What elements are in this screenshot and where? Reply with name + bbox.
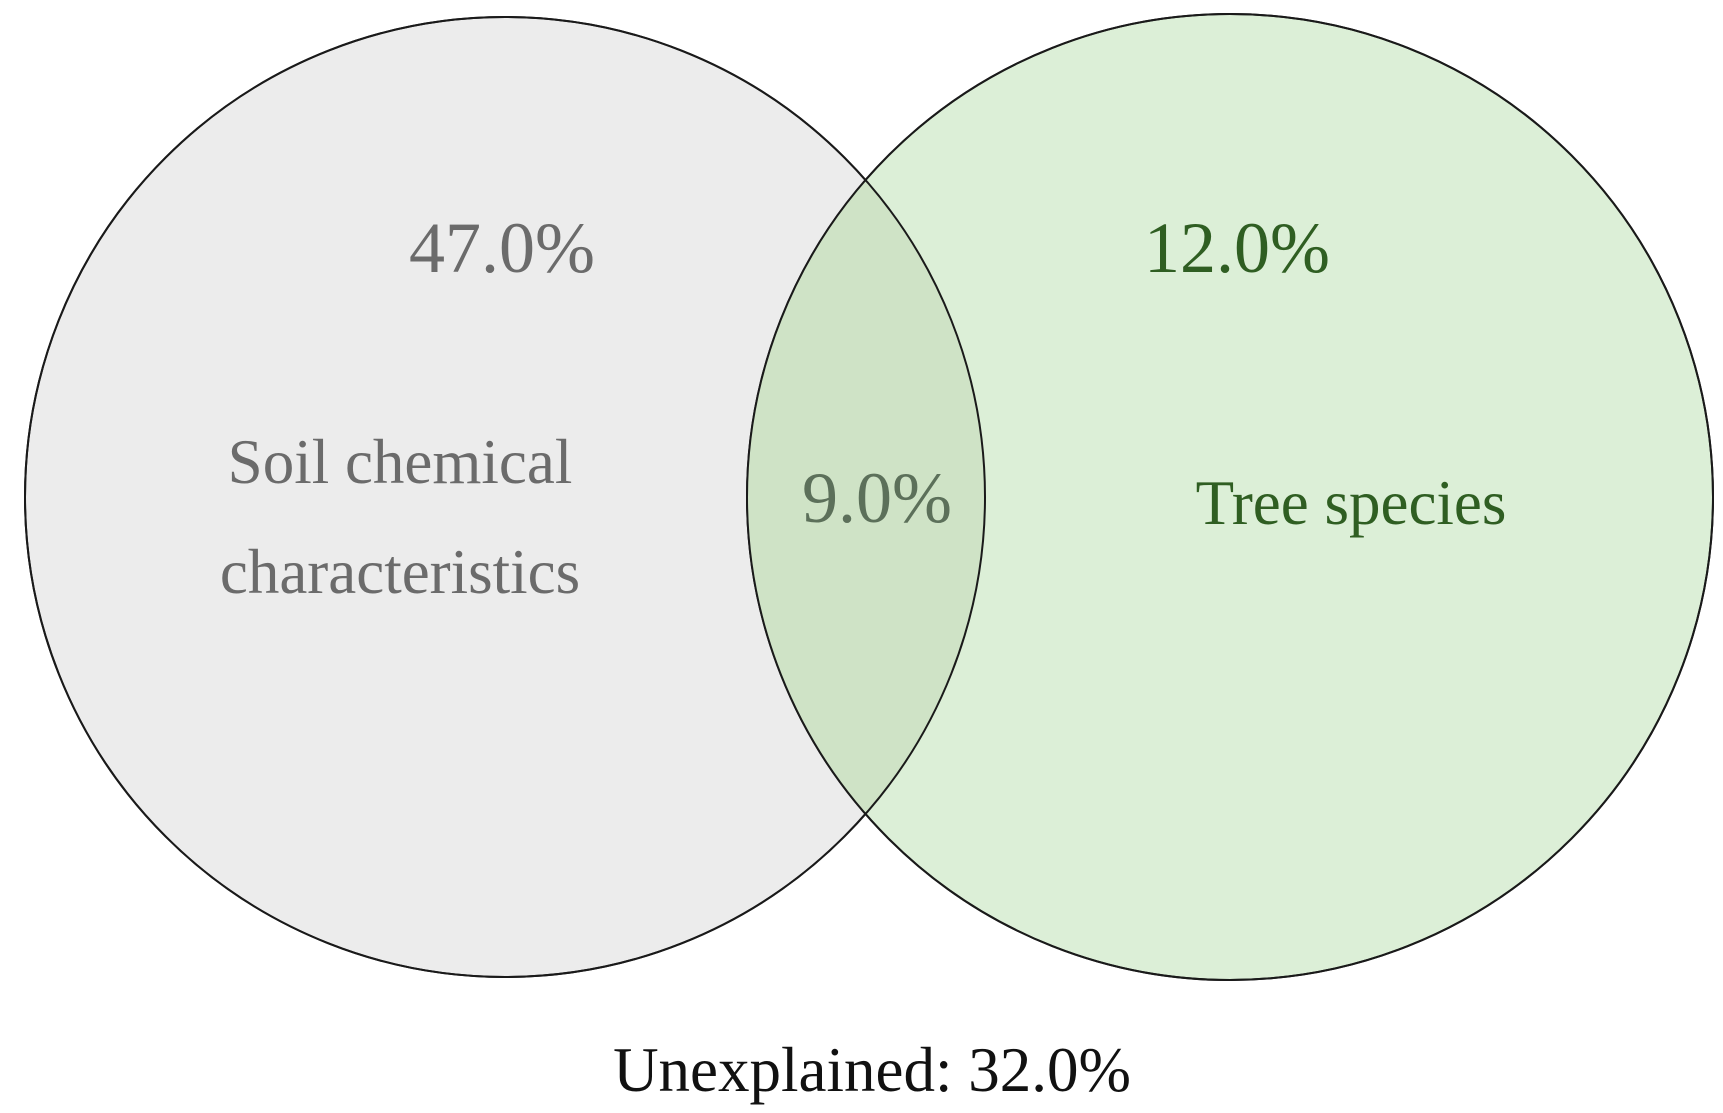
- overlap-value: 9.0%: [802, 458, 952, 538]
- soil-circle-outline: [24, 16, 986, 978]
- soil-unique-value: 47.0%: [409, 208, 595, 288]
- soil-label-line1: Soil chemical: [228, 427, 573, 497]
- tree-label: Tree species: [1196, 468, 1507, 538]
- unexplained-label: Unexplained: 32.0%: [613, 1035, 1131, 1105]
- tree-unique-value: 12.0%: [1144, 208, 1330, 288]
- tree-circle-outline: [746, 13, 1714, 981]
- soil-label-line2: characteristics: [220, 537, 580, 607]
